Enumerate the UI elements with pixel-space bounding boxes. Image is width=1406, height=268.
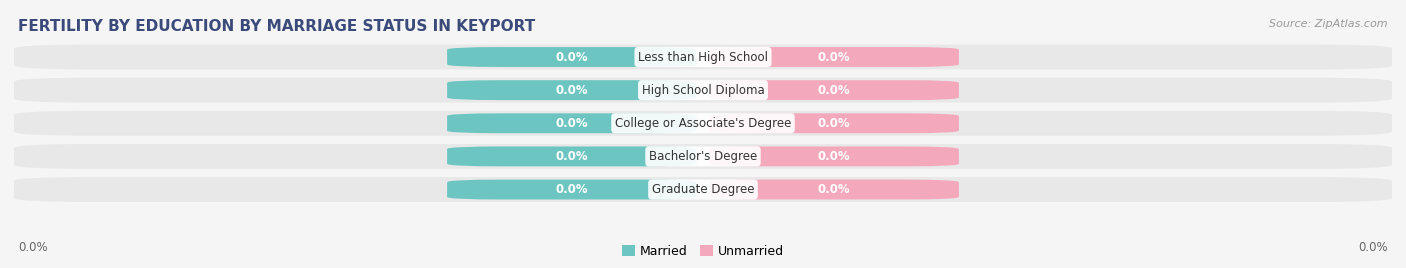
Text: 0.0%: 0.0% bbox=[818, 84, 851, 97]
FancyBboxPatch shape bbox=[447, 80, 696, 100]
Text: 0.0%: 0.0% bbox=[18, 241, 48, 254]
Text: 0.0%: 0.0% bbox=[818, 183, 851, 196]
Text: Source: ZipAtlas.com: Source: ZipAtlas.com bbox=[1270, 19, 1388, 29]
Text: 0.0%: 0.0% bbox=[555, 150, 588, 163]
Text: 0.0%: 0.0% bbox=[555, 117, 588, 130]
Text: 0.0%: 0.0% bbox=[555, 183, 588, 196]
Text: College or Associate's Degree: College or Associate's Degree bbox=[614, 117, 792, 130]
FancyBboxPatch shape bbox=[14, 44, 1392, 69]
Legend: Married, Unmarried: Married, Unmarried bbox=[617, 240, 789, 263]
FancyBboxPatch shape bbox=[710, 180, 959, 199]
Text: Bachelor's Degree: Bachelor's Degree bbox=[650, 150, 756, 163]
FancyBboxPatch shape bbox=[710, 47, 959, 67]
Text: 0.0%: 0.0% bbox=[818, 50, 851, 64]
FancyBboxPatch shape bbox=[14, 78, 1392, 103]
Text: High School Diploma: High School Diploma bbox=[641, 84, 765, 97]
FancyBboxPatch shape bbox=[710, 113, 959, 133]
Text: 0.0%: 0.0% bbox=[555, 50, 588, 64]
Text: 0.0%: 0.0% bbox=[818, 117, 851, 130]
Text: 0.0%: 0.0% bbox=[1358, 241, 1388, 254]
FancyBboxPatch shape bbox=[14, 177, 1392, 202]
FancyBboxPatch shape bbox=[14, 111, 1392, 136]
FancyBboxPatch shape bbox=[14, 144, 1392, 169]
FancyBboxPatch shape bbox=[447, 180, 696, 199]
Text: FERTILITY BY EDUCATION BY MARRIAGE STATUS IN KEYPORT: FERTILITY BY EDUCATION BY MARRIAGE STATU… bbox=[18, 19, 536, 34]
FancyBboxPatch shape bbox=[447, 47, 696, 67]
Text: 0.0%: 0.0% bbox=[818, 150, 851, 163]
FancyBboxPatch shape bbox=[447, 147, 696, 166]
Text: 0.0%: 0.0% bbox=[555, 84, 588, 97]
Text: Less than High School: Less than High School bbox=[638, 50, 768, 64]
Text: Graduate Degree: Graduate Degree bbox=[652, 183, 754, 196]
FancyBboxPatch shape bbox=[710, 147, 959, 166]
FancyBboxPatch shape bbox=[710, 80, 959, 100]
FancyBboxPatch shape bbox=[447, 113, 696, 133]
